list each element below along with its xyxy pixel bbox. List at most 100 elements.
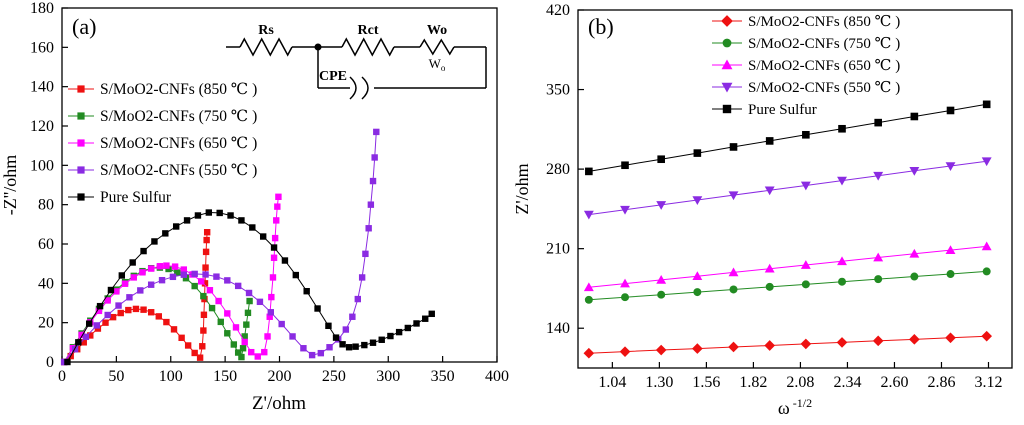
y-tick-label: 60 [38, 236, 54, 253]
x-tick-label: 250 [322, 368, 346, 385]
y-axis-label: Z'/ohm [512, 163, 532, 214]
x-tick-label: 2.08 [786, 374, 814, 391]
y-tick-label: 420 [546, 2, 570, 19]
legend-label: Pure Sulfur [100, 189, 172, 206]
cpe-icon [361, 76, 369, 100]
legend-label: Pure Sulfur [748, 102, 817, 118]
x-tick-label: 400 [485, 368, 509, 385]
series-line [63, 196, 279, 363]
x-tick-label: 1.82 [739, 374, 767, 391]
series-smoo2-cnfs-550 [583, 157, 992, 220]
y-tick-label: 120 [30, 118, 54, 135]
y-tick-label: 100 [30, 157, 54, 174]
legend: S/MoO2-CNFs (850 ℃ ) S/MoO2-CNFs (750 ℃ )… [712, 14, 900, 118]
y-tick-label: 140 [546, 320, 570, 337]
x-tick-label: 1.56 [692, 374, 720, 391]
panel-b-label: (b) [588, 14, 614, 39]
rct-label: Rct [358, 23, 379, 38]
legend-label: S/MoO2-CNFs (550 ℃ ) [100, 162, 257, 179]
x-tick-label: 2.60 [880, 374, 908, 391]
axis-ticks: 0 50 100 150 200 250 300 350 400 0 20 40 60 80 100 120 1… [30, 0, 509, 385]
y-tick-label: 20 [38, 315, 54, 332]
series-smoo2-cnfs-650 [583, 241, 992, 292]
y-tick-label: 210 [546, 241, 570, 258]
circuit-labels: Rs Rct Wo CPE Wo [258, 23, 447, 84]
legend: S/MoO2-CNFs (850 ℃ ) S/MoO2-CNFs (750 ℃ )… [68, 81, 257, 206]
series-pure-sulfur [585, 100, 991, 176]
legend-label: S/MoO2-CNFs (850 ℃ ) [748, 14, 900, 30]
series-line [588, 270, 987, 301]
series-line [588, 335, 987, 354]
x-axis-label: Z'/ohm [252, 393, 306, 414]
series-smoo2-cnfs-750 [584, 267, 991, 304]
x-tick-label: 300 [376, 368, 400, 385]
legend-label: S/MoO2-CNFs (650 ℃ ) [100, 135, 257, 152]
series-smoo2-cnfs-850 [60, 229, 211, 366]
panel-a-label: (a) [72, 14, 97, 39]
series-markers [60, 128, 380, 366]
series-markers [583, 157, 992, 220]
wo-label: Wo [427, 23, 447, 38]
x-tick-label: 100 [159, 368, 183, 385]
x-tick-label: 200 [268, 368, 292, 385]
y-tick-label: 40 [38, 275, 54, 292]
rs-label: Rs [258, 23, 274, 38]
series-markers [583, 241, 992, 292]
legend-item-smoo2-cnfs-550: S/MoO2-CNFs (550 ℃ ) [68, 162, 257, 179]
y-axis-label: -Z''/ohm [0, 155, 20, 215]
x-tick-label: 2.34 [833, 374, 861, 391]
plot-frame [577, 9, 1013, 369]
legend-label: S/MoO2-CNFs (850 ℃ ) [100, 81, 257, 98]
series-pure-sulfur [64, 209, 435, 366]
equivalent-circuit-inset: Rs Rct Wo CPE Wo [226, 23, 487, 100]
legend-item-smoo2-cnfs-750: S/MoO2-CNFs (750 ℃ ) [712, 36, 900, 52]
series-line [588, 103, 987, 172]
series-smoo2-cnfs-850 [583, 330, 993, 359]
legend-label: S/MoO2-CNFs (750 ℃ ) [100, 108, 257, 125]
warburg-element-icon [419, 38, 455, 56]
x-tick-label: 2.86 [927, 374, 955, 391]
cpe-label: CPE [319, 69, 347, 84]
series-markers [60, 229, 211, 366]
legend-item-smoo2-cnfs-650: S/MoO2-CNFs (650 ℃ ) [68, 135, 257, 152]
legend-label: S/MoO2-CNFs (550 ℃ ) [748, 80, 900, 96]
cpe-icon [349, 76, 357, 100]
series-markers [583, 330, 993, 359]
series-markers [584, 267, 991, 304]
panel-b-warburg-chart: 1.04 1.30 1.56 1.82 2.08 2.34 2.60 2.86 3.12 140 2… [512, 2, 1013, 418]
legend-item-smoo2-cnfs-850: S/MoO2-CNFs (850 ℃ ) [68, 81, 257, 98]
warburg-symbol-label: Wo [429, 56, 446, 73]
resistor-rct-icon [341, 37, 395, 57]
series-line [588, 245, 987, 288]
y-tick-label: 350 [546, 82, 570, 99]
legend-item-pure-sulfur: Pure Sulfur [68, 189, 172, 206]
x-tick-label: 150 [213, 368, 237, 385]
x-tick-label: 350 [431, 368, 455, 385]
y-tick-label: 180 [30, 0, 54, 17]
resistor-rs-icon [239, 37, 293, 57]
legend-item-smoo2-cnfs-750: S/MoO2-CNFs (750 ℃ ) [68, 108, 257, 125]
legend-item-smoo2-cnfs-550: S/MoO2-CNFs (550 ℃ ) [712, 80, 900, 96]
x-tick-label: 1.30 [645, 374, 673, 391]
legend-label: S/MoO2-CNFs (650 ℃ ) [748, 58, 900, 74]
y-tick-label: 0 [46, 354, 54, 371]
legend-item-smoo2-cnfs-650: S/MoO2-CNFs (650 ℃ ) [712, 58, 900, 74]
y-tick-label: 160 [30, 39, 54, 56]
legend-label: S/MoO2-CNFs (750 ℃ ) [748, 36, 900, 52]
series-line [66, 211, 433, 363]
series-markers [64, 209, 435, 366]
x-tick-label: 0 [58, 368, 66, 385]
legend-item-smoo2-cnfs-850: S/MoO2-CNFs (850 ℃ ) [712, 14, 900, 30]
axis-ticks: 1.04 1.30 1.56 1.82 2.08 2.34 2.60 2.86 3.12 140 2… [546, 2, 1002, 391]
x-tick-label: 1.04 [598, 374, 626, 391]
panel-a-nyquist-chart: 0 50 100 150 200 250 300 350 400 0 20 40 60 80 100 120 1… [0, 0, 509, 414]
y-tick-label: 280 [546, 161, 570, 178]
series-markers [585, 100, 991, 176]
x-tick-label: 50 [108, 368, 124, 385]
legend-item-pure-sulfur: Pure Sulfur [712, 102, 817, 118]
y-tick-label: 80 [38, 197, 54, 214]
series-smoo2-cnfs-550 [60, 128, 380, 366]
x-axis-label: ω -1/2 [778, 396, 812, 418]
circuit-node-dot [314, 43, 322, 51]
